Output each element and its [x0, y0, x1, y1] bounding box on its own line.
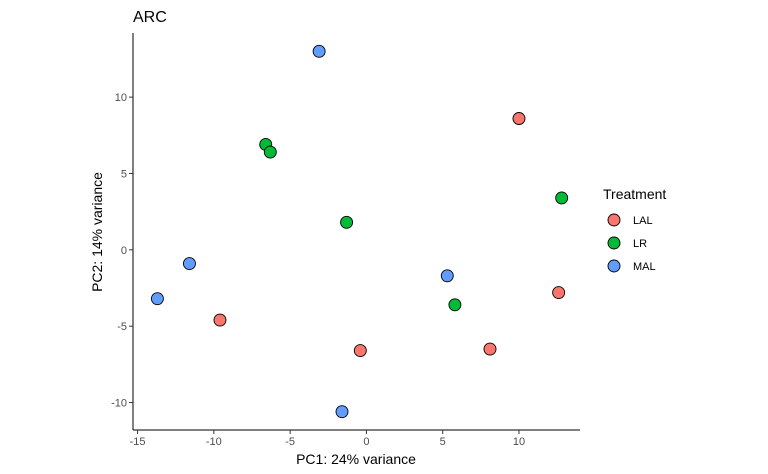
- y-axis-ticks: -10 -5 0 5 10: [111, 92, 133, 410]
- data-point-mal: [312, 44, 326, 58]
- legend-title: Treatment: [603, 186, 666, 202]
- data-point-mal: [150, 292, 164, 306]
- points-layer: [150, 44, 569, 419]
- y-tick-label: -10: [111, 398, 127, 410]
- x-tick-label: -15: [130, 436, 146, 448]
- data-point-lr: [340, 215, 354, 229]
- legend-key-lal: [607, 213, 621, 227]
- x-tick-label: 0: [363, 436, 369, 448]
- legend-label-lr: LR: [633, 238, 647, 250]
- data-point-lal: [213, 313, 227, 327]
- legend-label-mal: MAL: [633, 261, 656, 273]
- x-tick-label: 10: [513, 436, 525, 448]
- y-axis-title: PC2: 14% variance: [89, 172, 105, 292]
- data-point-lal: [483, 342, 497, 356]
- legend-key-lr: [607, 236, 621, 250]
- legend-label-lal: LAL: [633, 215, 653, 227]
- y-tick-label: 10: [115, 92, 127, 104]
- y-tick-label: -5: [117, 321, 127, 333]
- data-point-mal: [182, 257, 196, 271]
- data-point-mal: [440, 269, 454, 283]
- x-axis-title: PC1: 24% variance: [296, 451, 416, 467]
- data-point-mal: [335, 405, 349, 419]
- legend-items: LAL LR MAL: [607, 213, 656, 273]
- y-tick-label: 5: [121, 168, 127, 180]
- data-point-lal: [552, 286, 566, 300]
- chart-title: ARC: [133, 9, 167, 26]
- legend: Treatment LAL LR MAL: [603, 186, 666, 273]
- data-point-lr: [555, 191, 569, 205]
- data-point-lr: [448, 298, 462, 312]
- data-point-lal: [353, 344, 367, 358]
- data-point-lal: [512, 112, 526, 125]
- y-tick-label: 0: [121, 245, 127, 257]
- x-tick-label: -10: [206, 436, 222, 448]
- x-tick-label: 5: [440, 436, 446, 448]
- legend-key-mal: [607, 259, 621, 273]
- x-axis-ticks: -15 -10 -5 0 5 10: [130, 430, 525, 448]
- data-point-lr: [263, 145, 277, 159]
- x-tick-label: -5: [285, 436, 295, 448]
